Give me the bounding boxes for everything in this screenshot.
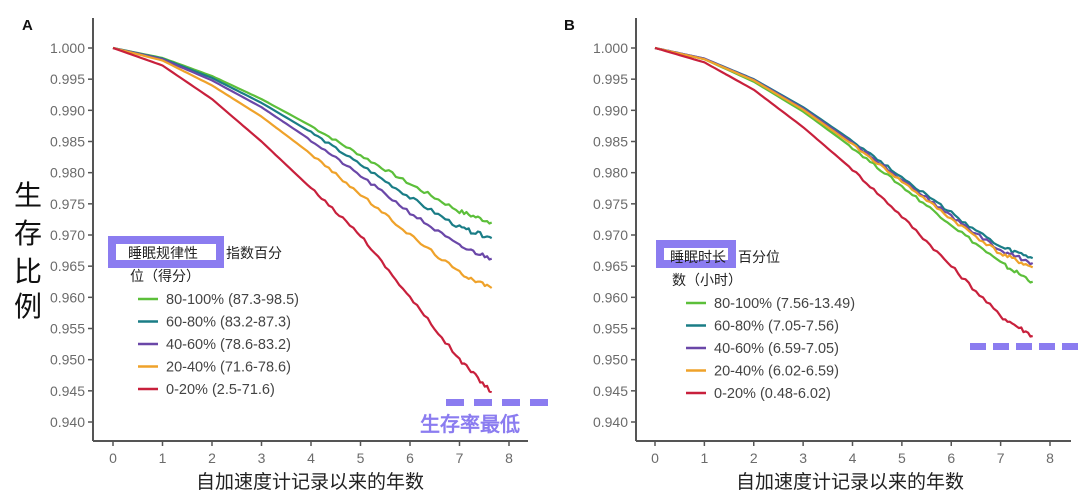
series-line bbox=[112, 46, 493, 261]
annotation-dash bbox=[502, 399, 520, 406]
annotation-lowest-survival: 生存率最低 bbox=[420, 412, 520, 436]
x-tick-label: 4 bbox=[849, 450, 857, 466]
y-axis-label-char: 比 bbox=[14, 255, 42, 288]
annotation-dash bbox=[1039, 343, 1055, 350]
legend-entry-label: 0-20% (0.48-6.02) bbox=[714, 386, 831, 402]
y-tick-label: 0.970 bbox=[593, 227, 628, 243]
y-tick-label: 0.945 bbox=[50, 383, 85, 399]
x-tick-label: 8 bbox=[505, 450, 513, 466]
y-tick-label: 0.970 bbox=[50, 227, 85, 243]
x-tick-label: 1 bbox=[700, 450, 708, 466]
x-axis-label: 自加速度计记录以来的年数 bbox=[736, 471, 964, 493]
legend-title-highlight-inner bbox=[116, 244, 216, 260]
y-tick-label: 0.975 bbox=[50, 196, 85, 212]
x-axis-label: 自加速度计记录以来的年数 bbox=[196, 471, 424, 493]
x-tick-label: 1 bbox=[159, 450, 167, 466]
y-axis-label: 生 存 比 例 bbox=[14, 179, 42, 323]
y-tick-label: 0.990 bbox=[593, 102, 628, 118]
annotation-dash bbox=[1062, 343, 1078, 350]
annotation-dash bbox=[446, 399, 464, 406]
annotation-dash bbox=[970, 343, 986, 350]
series-line bbox=[654, 46, 1034, 269]
legend-entry-label: 0-20% (2.5-71.6) bbox=[166, 382, 275, 398]
panel-label: A bbox=[22, 17, 33, 34]
y-tick-label: 0.985 bbox=[593, 134, 628, 150]
y-tick-label: 0.985 bbox=[50, 134, 85, 150]
legend-title-highlight-inner bbox=[664, 248, 728, 260]
x-tick-label: 7 bbox=[456, 450, 464, 466]
y-tick-label: 0.975 bbox=[593, 196, 628, 212]
y-tick-label: 0.955 bbox=[593, 321, 628, 337]
y-tick-label: 0.940 bbox=[593, 414, 628, 430]
y-tick-label: 0.990 bbox=[50, 102, 85, 118]
series-line bbox=[112, 46, 493, 240]
panel-a: A 1.000 0.995 0.990 0.985 0.980 0.975 0.970 0.96… bbox=[22, 17, 548, 493]
annotation-dash bbox=[530, 399, 548, 406]
legend-entry-label: 60-80% (83.2-87.3) bbox=[166, 315, 291, 331]
x-tick-label: 2 bbox=[208, 450, 216, 466]
annotation-dash bbox=[474, 399, 492, 406]
x-tick-label: 6 bbox=[947, 450, 955, 466]
legend-title-line1: 百分位 bbox=[738, 250, 780, 266]
y-axis-label-char: 例 bbox=[14, 290, 42, 323]
x-tick-label: 0 bbox=[651, 450, 659, 466]
y-tick-label: 0.995 bbox=[593, 71, 628, 87]
x-tick-label: 3 bbox=[799, 450, 807, 466]
legend-entry-label: 20-40% (6.02-6.59) bbox=[714, 364, 839, 380]
legend-entry-label: 60-80% (7.05-7.56) bbox=[714, 319, 839, 335]
y-tick-label: 0.995 bbox=[50, 71, 85, 87]
y-axis-label-char: 生 bbox=[14, 179, 42, 212]
y-tick-label: 1.000 bbox=[593, 40, 628, 56]
series-line bbox=[112, 46, 492, 394]
y-tick-label: 0.980 bbox=[50, 165, 85, 181]
legend-entry-label: 40-60% (78.6-83.2) bbox=[166, 337, 291, 353]
legend-title-line2: 位（得分） bbox=[130, 268, 200, 285]
x-tick-label: 7 bbox=[997, 450, 1005, 466]
x-tick-label: 8 bbox=[1046, 450, 1054, 466]
y-tick-label: 0.965 bbox=[50, 258, 85, 274]
x-tick-label: 6 bbox=[406, 450, 414, 466]
legend-title-line1: 指数百分 bbox=[226, 246, 282, 262]
x-tick-label: 2 bbox=[750, 450, 758, 466]
legend-entry-label: 20-40% (71.6-78.6) bbox=[166, 360, 291, 376]
y-tick-label: 0.965 bbox=[593, 258, 628, 274]
x-tick-label: 3 bbox=[258, 450, 266, 466]
panel-b: B 1.000 0.995 0.990 0.985 0.980 0.975 0.970 0.96… bbox=[564, 17, 1078, 493]
y-axis-label-char: 存 bbox=[14, 217, 42, 250]
y-tick-label: 0.940 bbox=[50, 414, 85, 430]
annotation-dash bbox=[993, 343, 1009, 350]
x-tick-label: 4 bbox=[307, 450, 315, 466]
y-tick-label: 0.955 bbox=[50, 321, 85, 337]
y-tick-label: 1.000 bbox=[50, 40, 85, 56]
y-tick-label: 0.950 bbox=[50, 352, 85, 368]
y-tick-label: 0.960 bbox=[50, 289, 85, 305]
legend-title-highlighted: 睡眠时长 bbox=[670, 250, 726, 266]
y-tick-label: 0.980 bbox=[593, 165, 628, 181]
series-line bbox=[654, 46, 1033, 338]
legend-title-highlighted: 睡眠规律性 bbox=[128, 246, 198, 262]
panel-label: B bbox=[564, 17, 575, 34]
y-tick-label: 0.950 bbox=[593, 352, 628, 368]
legend-entry-label: 40-60% (6.59-7.05) bbox=[714, 341, 839, 357]
x-tick-label: 5 bbox=[898, 450, 906, 466]
legend-entry-label: 80-100% (87.3-98.5) bbox=[166, 292, 299, 308]
series-line bbox=[112, 46, 493, 289]
legend-entry-label: 80-100% (7.56-13.49) bbox=[714, 296, 855, 312]
series-line bbox=[654, 46, 1034, 266]
annotation-dash bbox=[1016, 343, 1032, 350]
series-line bbox=[654, 46, 1034, 260]
y-tick-label: 0.945 bbox=[593, 383, 628, 399]
legend-title-line2: 数（小时） bbox=[672, 273, 742, 289]
x-tick-label: 5 bbox=[357, 450, 365, 466]
y-tick-label: 0.960 bbox=[593, 289, 628, 305]
x-tick-label: 0 bbox=[109, 450, 117, 466]
